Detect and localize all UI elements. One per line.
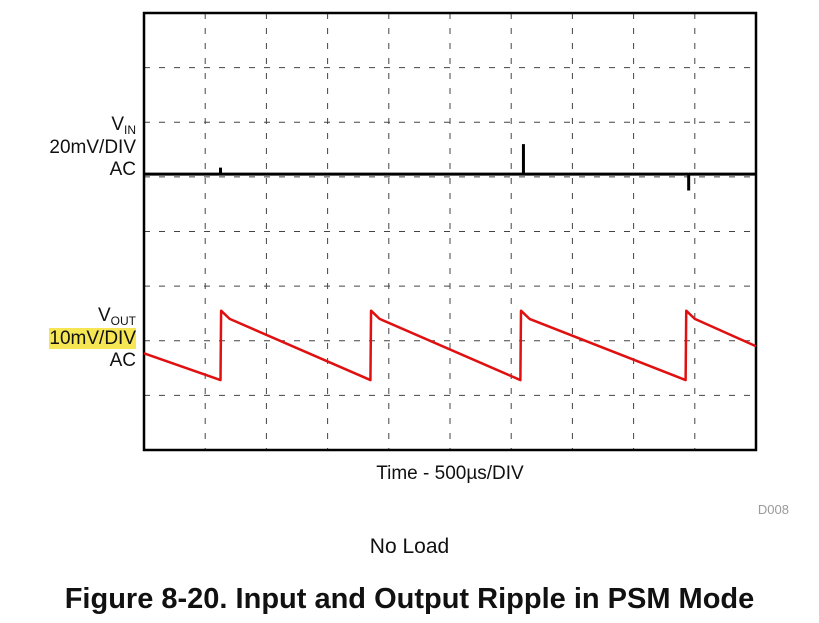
vout-trace xyxy=(143,309,757,382)
x-axis-label: Time - 500µs/DIV xyxy=(376,463,524,484)
vin-subscript: IN xyxy=(124,123,136,137)
plot-frame xyxy=(142,11,758,452)
grid xyxy=(144,13,756,450)
figure-code: D008 xyxy=(757,502,789,517)
vin-coupling: AC xyxy=(109,159,136,180)
vout-name: V xyxy=(97,305,111,326)
vout-scale: 10mV/DIV xyxy=(49,328,136,349)
vout-channel-label: VOUT 10mV/DIV AC xyxy=(49,305,136,372)
vin-scale: 20mV/DIV xyxy=(49,137,136,158)
vin-trace xyxy=(144,144,756,191)
vout-coupling: AC xyxy=(109,350,136,371)
vin-name: V xyxy=(111,114,124,135)
vin-channel-label: VIN 20mV/DIV AC xyxy=(49,114,136,181)
figure-title: Figure 8-20. Input and Output Ripple in … xyxy=(64,583,755,615)
traces xyxy=(143,144,757,382)
vout-subscript: OUT xyxy=(110,314,136,328)
figure-caption: No Load xyxy=(369,535,450,558)
